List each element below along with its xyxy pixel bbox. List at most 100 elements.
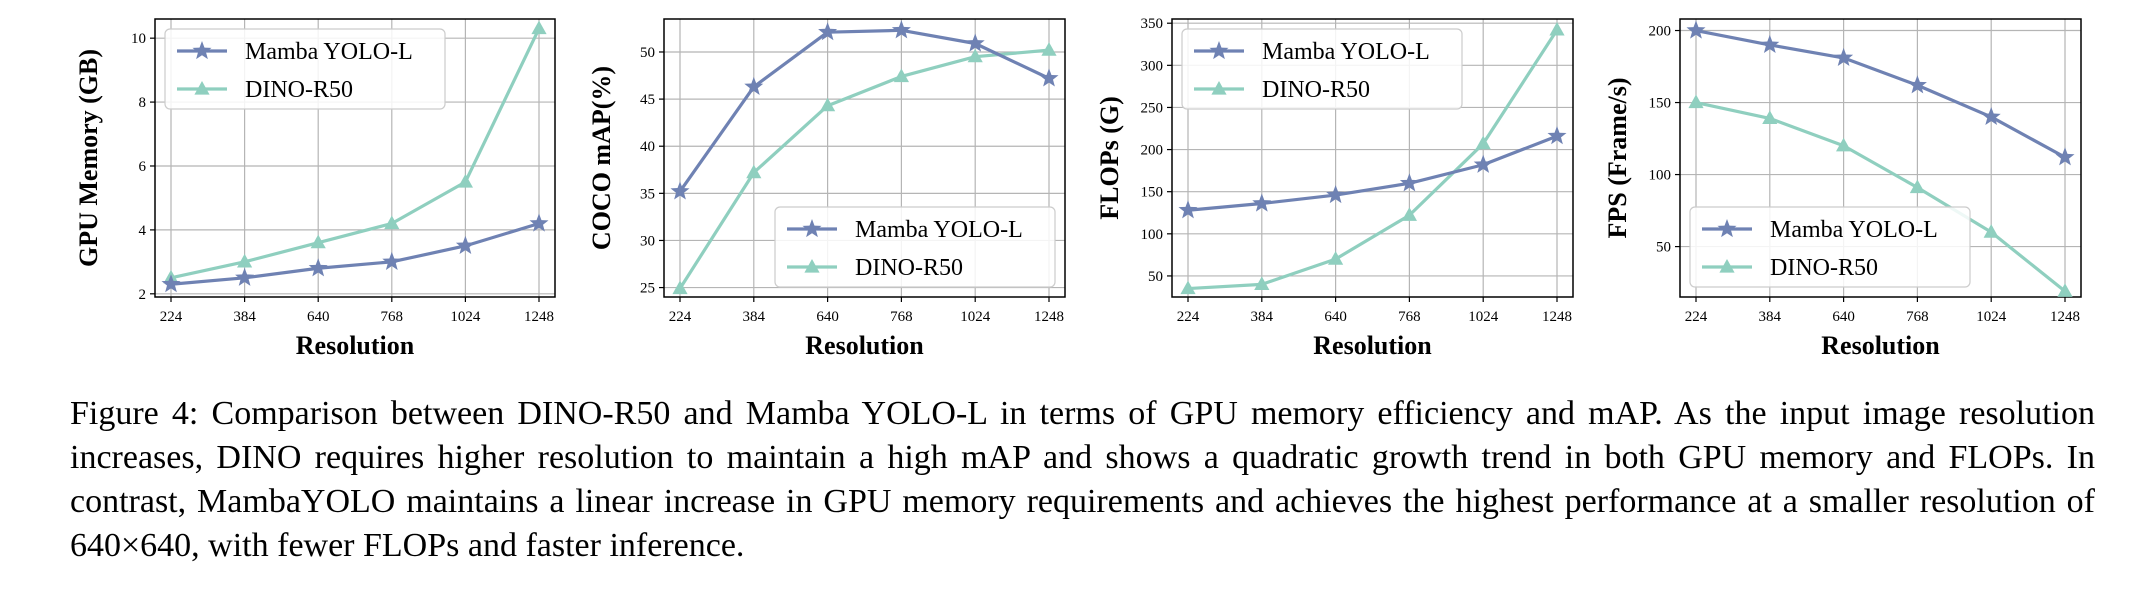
data-point [1983,224,1999,238]
legend-box [1689,206,1971,288]
series-mamba-yolo-l [1686,20,2075,166]
legend-item: DINO-R50 [1702,255,1878,281]
y-tick-label: 10 [131,31,146,47]
data-point [2057,283,2073,297]
series-mamba-yolo-l [1178,126,1567,219]
y-tick-label: 8 [139,95,147,111]
legend-label: DINO-R50 [1262,77,1370,103]
x-axis-title: Resolution [296,331,415,360]
legend-item: Mamba YOLO-L [1194,39,1430,65]
y-tick-label: 30 [640,233,655,249]
data-point [672,280,688,295]
y-tick-label: 50 [1656,240,1671,256]
data-point [1473,154,1493,173]
y-tick-label: 50 [1148,269,1163,285]
data-point [1688,94,1704,109]
legend-marker [192,41,212,60]
legend-item: Mamba YOLO-L [787,217,1023,243]
x-tick-label: 768 [1398,309,1421,325]
chart-panel-1: 224 384 640 768 1024 1248 2 4 6 8 10 Resolution GPU … [74,18,556,360]
legend: Mamba YOLO-L DINO-R50 [1181,28,1463,110]
data-point [820,97,836,112]
legend-item: DINO-R50 [1194,77,1370,103]
x-tick-label: 640 [1324,309,1347,325]
figure-caption: Figure 4: Comparison between DINO-R50 an… [70,395,2095,564]
data-point [1686,20,1706,39]
data-point [744,76,764,95]
x-tick-label: 640 [816,309,839,325]
data-point [1907,75,1927,94]
plot-frame [154,18,556,298]
data-point [1475,135,1491,150]
legend-marker [194,81,210,95]
y-tick-label: 300 [1141,58,1164,74]
x-tick-label: 384 [1759,309,1782,325]
data-point [161,274,181,293]
series-line [1695,100,2066,293]
data-point [1041,42,1057,56]
legend-box [774,206,1056,288]
x-tick-label: 1248 [2050,309,2080,325]
x-tick-label: 224 [160,309,183,325]
data-point [1399,173,1419,192]
plot-frame [1679,18,2082,298]
data-point [235,267,255,286]
legend: Mamba YOLO-L DINO-R50 [774,206,1056,288]
data-point [893,68,909,83]
data-point [1834,47,1854,66]
legend-item: DINO-R50 [177,77,353,103]
x-tick-label: 1248 [524,309,554,325]
series-line [1187,134,1558,212]
data-point [529,213,549,232]
x-tick-label: 1248 [1542,309,1572,325]
x-tick-label: 640 [1832,309,1855,325]
x-tick-label: 1248 [1034,309,1064,325]
x-tick-label: 224 [1177,309,1200,325]
chart-panel-4: 224 384 640 768 1024 1248 50 100 150 200 Resolutio… [1603,18,2082,360]
y-tick-label: 40 [640,139,655,155]
series-dino-r50 [672,42,1057,295]
legend: Mamba YOLO-L DINO-R50 [164,28,446,110]
data-point [1547,126,1567,145]
y-tick-label: 100 [1141,227,1164,243]
data-point [1762,110,1778,124]
legend-item: Mamba YOLO-L [1702,217,1938,243]
series-line [1695,28,2066,159]
data-point [1326,185,1346,204]
data-point [965,33,985,52]
data-point [1254,276,1270,290]
data-point [967,48,983,63]
data-point [1328,251,1344,265]
legend-label: Mamba YOLO-L [855,217,1023,243]
legend-item: DINO-R50 [787,255,963,281]
series-mamba-yolo-l [670,20,1059,200]
y-tick-label: 100 [1649,168,1672,184]
y-tick-label: 4 [139,223,147,239]
y-axis-title: FPS (Frame/s) [1603,77,1632,238]
data-point [1981,106,2001,126]
x-tick-label: 384 [743,309,766,325]
data-point [2055,147,2075,166]
y-tick-label: 2 [139,287,147,303]
legend-label: DINO-R50 [245,77,353,103]
legend: Mamba YOLO-L DINO-R50 [1689,206,1971,288]
y-tick-label: 50 [640,45,655,61]
y-axis-title: FLOPs (G) [1095,96,1124,220]
data-point [455,235,475,254]
legend-marker [1719,259,1735,273]
x-axis-title: Resolution [805,331,924,360]
legend-label: DINO-R50 [855,255,963,281]
plot-frame [1171,18,1574,298]
legend-marker [804,259,820,273]
x-tick-label: 768 [381,309,404,325]
legend-label: Mamba YOLO-L [1770,217,1938,243]
legend-marker [1717,219,1737,238]
legend-box [164,28,446,110]
data-point [308,258,328,277]
series-dino-r50 [1688,94,2073,297]
x-tick-label: 1024 [1468,309,1499,325]
data-point [457,173,473,188]
figure: 224 384 640 768 1024 1248 2 4 6 8 10 Resolution GPU … [74,16,2082,360]
x-axis-title: Resolution [1313,331,1432,360]
legend-marker [1209,41,1229,60]
